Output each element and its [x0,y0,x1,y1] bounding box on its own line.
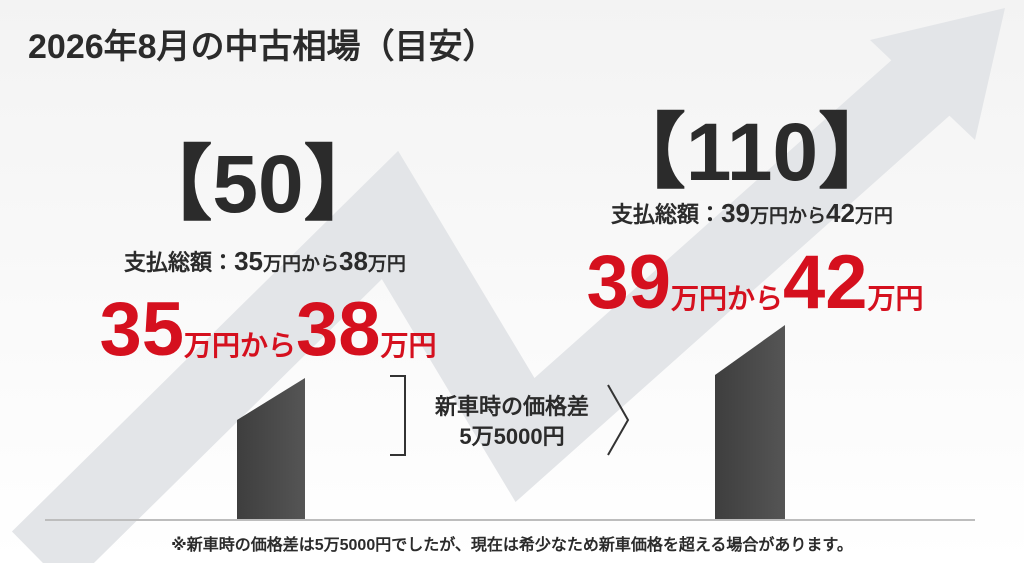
bar-110 [715,325,785,520]
trend-arrow [11,45,962,563]
summary-from: 39 [721,198,750,228]
summary-to: 42 [826,198,855,228]
summary: 支払総額：35万円から38万円 [124,246,406,276]
arrow-head [870,8,1005,140]
price-unit: 万円 [868,283,924,314]
chevron [607,384,630,456]
summary-from: 35 [234,246,263,276]
summary-to: 38 [339,246,368,276]
price-unit: 万円 [381,330,437,361]
summary-unit: 万円から [262,253,339,275]
summary-unit: 万円 [367,254,406,275]
title: 2026年8月の中古相場（目安） [28,27,497,66]
bar-50 [237,378,305,520]
bracket [390,375,406,456]
summary-unit: 万円から [749,205,826,227]
summary: 支払総額：39万円から42万円 [611,198,893,228]
summary-label: 支払総額： [124,250,234,275]
price-middle: 万円から [671,283,783,314]
summary-unit: 万円 [854,206,893,227]
price: 35万円から38万円 [99,287,436,372]
difference-label: 新車時の価格差 [434,394,589,419]
price-to: 42 [783,240,868,325]
price-from: 35 [99,287,184,372]
summary-label: 支払総額： [611,202,721,227]
footnote: ※新車時の価格差は5万5000円でしたが、現在は希少なため新車価格を超える場合が… [171,535,853,554]
price-to: 38 [296,287,381,372]
model-name: 【110】 [604,107,900,198]
price: 39万円から42万円 [586,240,923,325]
difference-amount: 5万5000円 [459,424,564,449]
model-name: 【50】 [130,139,385,230]
price-from: 39 [586,240,671,325]
price-middle: 万円から [184,330,296,361]
